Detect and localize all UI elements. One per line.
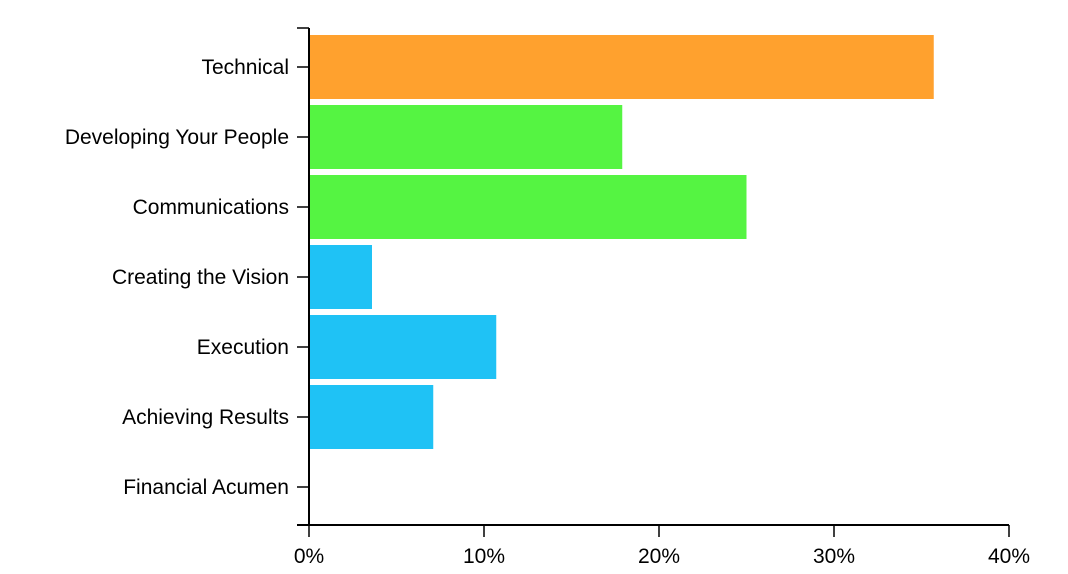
category-label-communications: Communications (133, 196, 289, 219)
bar-developing-your-people (309, 105, 623, 169)
x-axis-ticks: 0% 10% 20% 30% 40% (294, 525, 1030, 568)
bar-execution (309, 315, 497, 379)
bar-technical (309, 35, 934, 99)
x-tick-label-20: 20% (638, 545, 680, 568)
category-label-technical: Technical (201, 56, 289, 79)
category-label-financial-acumen: Financial Acumen (123, 476, 289, 499)
y-axis-ticks (297, 27, 309, 488)
category-label-execution: Execution (197, 336, 289, 359)
bars-group (309, 35, 934, 449)
x-tick-label-10: 10% (463, 545, 505, 568)
x-tick-label-30: 30% (813, 545, 855, 568)
bar-creating-the-vision (309, 245, 372, 309)
category-label-achieving-results: Achieving Results (122, 406, 289, 429)
category-label-developing-your-people: Developing Your People (65, 126, 289, 149)
bar-communications (309, 175, 747, 239)
category-labels: Technical Developing Your People Communica… (65, 56, 289, 499)
x-tick-label-40: 40% (988, 545, 1030, 568)
bar-achieving-results (309, 385, 434, 449)
x-tick-label-0: 0% (294, 545, 324, 568)
category-label-creating-the-vision: Creating the Vision (112, 266, 289, 289)
